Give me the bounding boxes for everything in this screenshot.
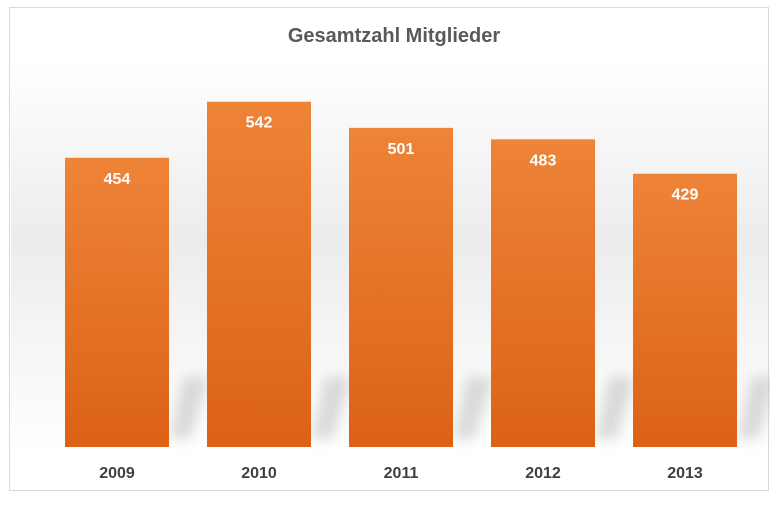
x-tick-label-2013: 2013 (667, 465, 703, 482)
data-label-2013: 429 (672, 187, 699, 204)
bar-shadow-2009 (169, 377, 209, 439)
chart-frame: Gesamtzahl Mitglieder 454 542 501 483 429 20… (9, 7, 770, 491)
data-label-2012: 483 (530, 152, 557, 169)
bar-2009 (65, 157, 169, 447)
bars (65, 101, 737, 448)
bar-2012 (491, 139, 595, 448)
bar-shadows (169, 377, 770, 439)
bar-2011 (349, 127, 453, 447)
bar-shadow-2013 (737, 377, 770, 439)
bar-shadow-2011 (453, 377, 493, 439)
bar-2013 (633, 173, 737, 447)
chart-svg: Gesamtzahl Mitglieder 454 542 501 483 429 20… (11, 25, 770, 482)
data-label-2009: 454 (104, 171, 131, 188)
x-axis-ticks: 2009 2010 2011 2012 2013 (99, 465, 703, 482)
chart-title: Gesamtzahl Mitglieder (288, 25, 500, 47)
bar-shadow-2010 (311, 377, 351, 439)
x-tick-label-2009: 2009 (99, 465, 135, 482)
bar-shadow-2012 (595, 377, 635, 439)
x-tick-label-2010: 2010 (241, 465, 277, 482)
x-tick-label-2011: 2011 (384, 465, 419, 482)
x-tick-label-2012: 2012 (525, 465, 561, 482)
data-labels: 454 542 501 483 429 (104, 115, 699, 204)
data-label-2011: 501 (388, 141, 415, 158)
bar-2010 (207, 101, 311, 448)
data-label-2010: 542 (246, 115, 273, 132)
